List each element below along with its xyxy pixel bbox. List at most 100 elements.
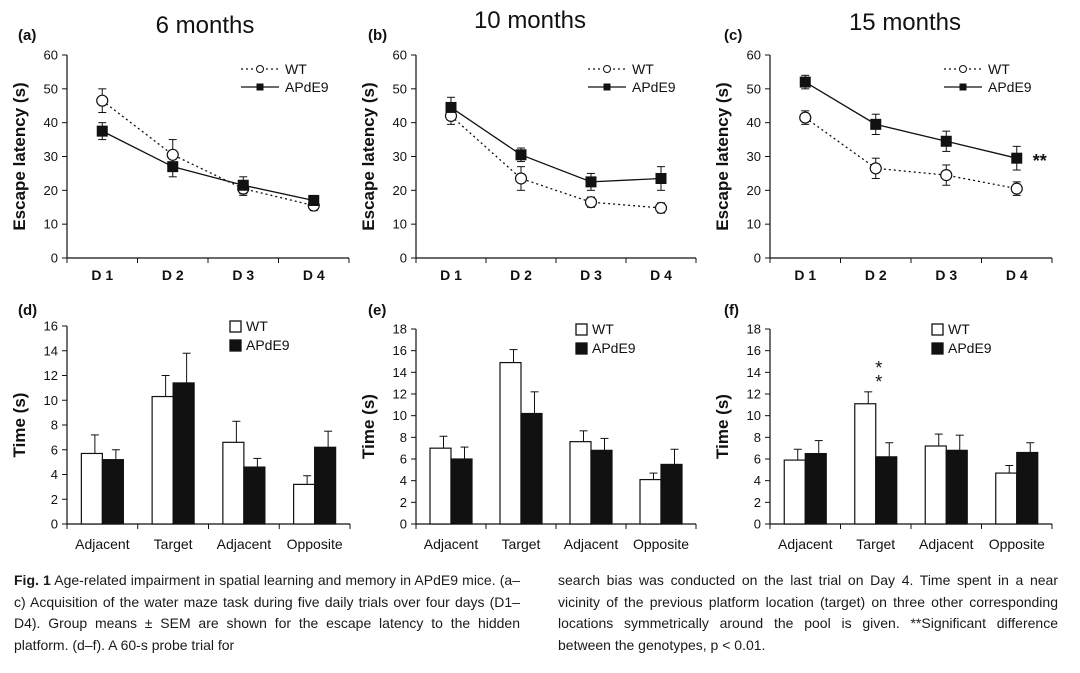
y-tick-label: 60 (393, 48, 407, 63)
caption-left-column: Fig. 1 Age-related impairment in spatial… (14, 570, 520, 656)
panel-label: (e) (368, 302, 386, 319)
x-tick-label: D 1 (440, 267, 462, 283)
y-tick-label: 4 (51, 467, 58, 482)
y-tick-label: 50 (393, 81, 407, 96)
point-apde9 (799, 76, 811, 88)
bar-apde9 (172, 382, 195, 525)
x-tick-label: D 3 (580, 267, 602, 283)
bar-wt (995, 472, 1018, 525)
point-apde9 (445, 101, 457, 113)
x-tick-label: Adjacent (424, 536, 479, 552)
legend-marker (256, 65, 264, 73)
y-tick-label: 4 (400, 473, 407, 488)
panel-label: (b) (368, 27, 387, 44)
bar-apde9 (1016, 451, 1039, 525)
y-tick-label: 8 (754, 430, 761, 445)
legend-label-wt: WT (285, 61, 307, 77)
y-tick-label: 30 (44, 149, 58, 164)
y-tick-label: 6 (400, 452, 407, 467)
significance-annotation: * (875, 358, 882, 378)
y-tick-label: 0 (754, 251, 761, 266)
panel-label: (d) (18, 302, 37, 319)
caption-label: Fig. 1 (14, 572, 51, 588)
significance-annotation: ** (1033, 151, 1047, 171)
panel-1: (a) 6 months 0 10 20 30 40 50 60 Escape latency (… (10, 12, 350, 283)
bar-wt (80, 452, 103, 525)
x-tick-label: Opposite (989, 536, 1045, 552)
x-tick-label: D 4 (303, 267, 325, 283)
caption-right-column: search bias was conducted on the last tr… (558, 570, 1058, 656)
point-wt (1010, 182, 1023, 195)
y-tick-label: 18 (747, 322, 761, 337)
y-tick-label: 8 (51, 418, 58, 433)
point-wt (584, 196, 598, 209)
y-tick-label: 14 (393, 365, 407, 380)
bar-wt (854, 403, 877, 525)
bar-apde9 (590, 449, 613, 525)
legend-swatch-apde9 (575, 342, 588, 355)
y-tick-label: 12 (747, 387, 761, 402)
y-axis-title: Escape latency (s) (10, 82, 29, 230)
y-tick-label: 16 (393, 343, 407, 358)
point-wt (654, 201, 668, 215)
y-tick-label: 60 (44, 48, 58, 63)
x-tick-label: Opposite (287, 536, 343, 552)
x-tick-label: D 1 (794, 267, 816, 283)
y-tick-label: 6 (51, 442, 58, 457)
significance-annotation: * (875, 372, 882, 392)
x-tick-label: Target (856, 536, 895, 552)
caption-left-text: Age-related impairment in spatial learni… (14, 572, 521, 653)
y-tick-label: 4 (754, 473, 761, 488)
panel-label: (f) (724, 302, 739, 319)
y-tick-label: 20 (393, 183, 407, 198)
legend-swatch-apde9 (229, 339, 242, 352)
panel-2: (b) 10 months 0 10 20 30 40 50 60 Escape latency … (359, 7, 697, 283)
y-tick-label: 50 (44, 81, 58, 96)
point-apde9 (870, 118, 882, 130)
y-tick-label: 8 (400, 430, 407, 445)
bar-apde9 (875, 456, 898, 525)
legend-label-apde9: APdE9 (632, 79, 676, 95)
y-axis-title: Time (s) (10, 393, 29, 458)
legend-marker (959, 83, 967, 91)
legend-swatch-apde9 (931, 342, 944, 355)
y-tick-label: 0 (51, 517, 58, 532)
x-tick-label: D 4 (650, 267, 672, 283)
bar-wt (151, 395, 174, 525)
y-tick-label: 10 (44, 393, 58, 408)
y-tick-label: 60 (747, 48, 761, 63)
y-tick-label: 50 (747, 81, 761, 96)
bar-wt (293, 483, 316, 525)
y-axis-title: Escape latency (s) (359, 82, 378, 230)
panel-title: 15 months (849, 9, 961, 36)
y-axis-title: Escape latency (s) (713, 82, 732, 230)
x-tick-label: Opposite (633, 536, 689, 552)
y-tick-label: 0 (400, 251, 407, 266)
point-apde9 (515, 149, 527, 161)
point-apde9 (308, 194, 320, 206)
bar-wt (222, 441, 245, 525)
panel-3: (c) 15 months 0 10 20 30 40 50 60 Escape latency … (713, 9, 1053, 283)
y-tick-label: 40 (393, 115, 407, 130)
bar-apde9 (520, 412, 543, 525)
bar-wt (783, 459, 806, 525)
bar-wt (924, 445, 947, 525)
y-tick-label: 16 (747, 343, 761, 358)
bar-apde9 (314, 446, 337, 525)
y-tick-label: 6 (754, 452, 761, 467)
panel-6: (f) 0 2 4 6 8 10 12 14 16 18 Time (s) Adjacent Target… (713, 302, 1053, 552)
y-tick-label: 0 (400, 517, 407, 532)
y-tick-label: 30 (747, 149, 761, 164)
y-tick-label: 16 (44, 319, 58, 334)
legend-label-apde9: APdE9 (246, 337, 290, 353)
x-tick-label: Adjacent (217, 536, 272, 552)
y-tick-label: 20 (44, 183, 58, 198)
bar-wt (499, 361, 522, 525)
x-tick-label: D 2 (162, 267, 184, 283)
y-tick-label: 10 (393, 217, 407, 232)
series-line-wt (101, 100, 314, 207)
panel-title: 6 months (156, 12, 255, 39)
panel-label: (a) (18, 27, 36, 44)
legend-swatch-wt (575, 323, 588, 336)
y-tick-label: 10 (747, 408, 761, 423)
